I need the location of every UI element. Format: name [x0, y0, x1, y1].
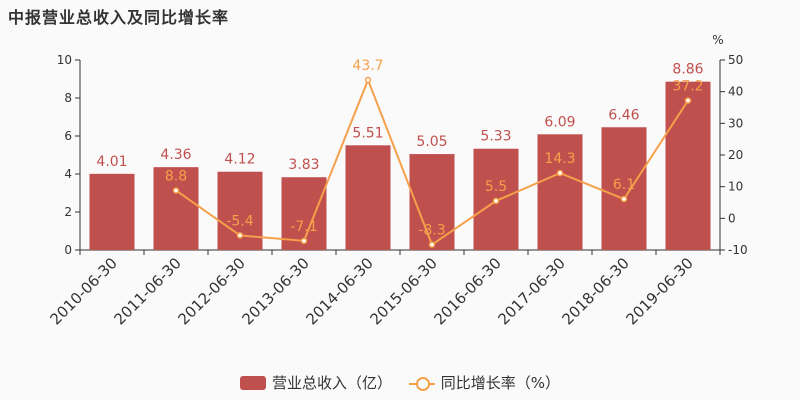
x-tick-label: 2012-06-30	[174, 254, 248, 328]
bar	[665, 81, 711, 250]
growth-value-label: 43.7	[352, 58, 383, 74]
bar	[537, 134, 583, 250]
y-left-tick-label: 10	[57, 53, 72, 67]
y-right-tick-label: 10	[728, 180, 743, 194]
x-tick-label: 2011-06-30	[110, 254, 184, 328]
growth-value-label: 5.5	[485, 179, 507, 195]
bar	[601, 127, 647, 250]
bar-value-label: 5.51	[352, 125, 383, 141]
growth-value-label: -7.1	[290, 219, 317, 235]
x-tick-label: 2019-06-30	[622, 254, 696, 328]
bar-value-label: 4.12	[224, 152, 255, 168]
legend-item-growth[interactable]: 同比增长率（%）	[408, 372, 561, 393]
bar-value-label: 4.01	[96, 154, 127, 170]
y-left-tick-label: 2	[64, 205, 72, 219]
x-tick-label: 2010-06-30	[46, 254, 120, 328]
y-left-tick-label: 6	[64, 129, 72, 143]
growth-value-label: -5.4	[226, 213, 253, 229]
y-right-unit: %	[712, 33, 723, 47]
y-right-tick-label: 0	[728, 211, 736, 225]
y-right-tick-label: 30	[728, 116, 743, 130]
x-tick-label: 2016-06-30	[430, 254, 504, 328]
growth-value-label: -8.3	[418, 223, 445, 239]
bar-value-label: 3.83	[288, 157, 319, 173]
y-right-tick-label: -10	[728, 243, 748, 257]
growth-point	[684, 97, 692, 104]
bar	[153, 167, 199, 250]
growth-point	[364, 76, 372, 84]
growth-value-label: 37.2	[672, 79, 703, 95]
bar	[345, 145, 391, 250]
growth-point	[300, 237, 308, 245]
growth-value-label: 8.8	[165, 168, 187, 184]
legend-swatch-line	[408, 376, 435, 391]
bar-value-label: 8.86	[672, 62, 703, 78]
x-tick-label: 2013-06-30	[238, 254, 312, 328]
legend-label-revenue: 营业总收入（亿）	[271, 374, 392, 392]
bar-value-label: 6.46	[608, 107, 639, 123]
chart-title: 中报营业总收入及同比增长率	[8, 8, 230, 27]
bar-value-label: 5.33	[480, 129, 511, 145]
y-right-tick-label: 50	[728, 53, 743, 67]
y-left-tick-label: 4	[64, 167, 72, 181]
growth-point	[428, 241, 436, 248]
legend-swatch-bar	[239, 375, 266, 390]
legend-item-revenue[interactable]: 营业总收入（亿）	[239, 372, 392, 393]
legend: 营业总收入（亿） 同比增长率（%）	[0, 372, 800, 394]
y-left-tick-label: 8	[64, 91, 72, 105]
x-tick-label: 2017-06-30	[494, 254, 568, 328]
growth-value-label: 14.3	[544, 151, 575, 167]
y-right-tick-label: 20	[728, 148, 743, 162]
growth-value-label: 6.1	[613, 177, 635, 193]
legend-label-growth: 同比增长率（%）	[440, 374, 561, 392]
x-tick-label: 2015-06-30	[366, 254, 440, 328]
growth-point	[172, 187, 180, 194]
bar-value-label: 5.05	[416, 134, 447, 150]
y-left-tick-label: 0	[64, 243, 72, 257]
growth-point	[556, 169, 564, 177]
bar-value-label: 4.36	[160, 147, 191, 163]
x-tick-label: 2018-06-30	[558, 254, 632, 328]
x-tick-label: 2014-06-30	[302, 254, 376, 328]
y-right-tick-label: 40	[728, 85, 743, 99]
bar	[89, 173, 135, 250]
bar-value-label: 6.09	[544, 114, 575, 130]
growth-point	[620, 195, 628, 203]
growth-point	[236, 232, 244, 239]
growth-point	[492, 197, 500, 205]
